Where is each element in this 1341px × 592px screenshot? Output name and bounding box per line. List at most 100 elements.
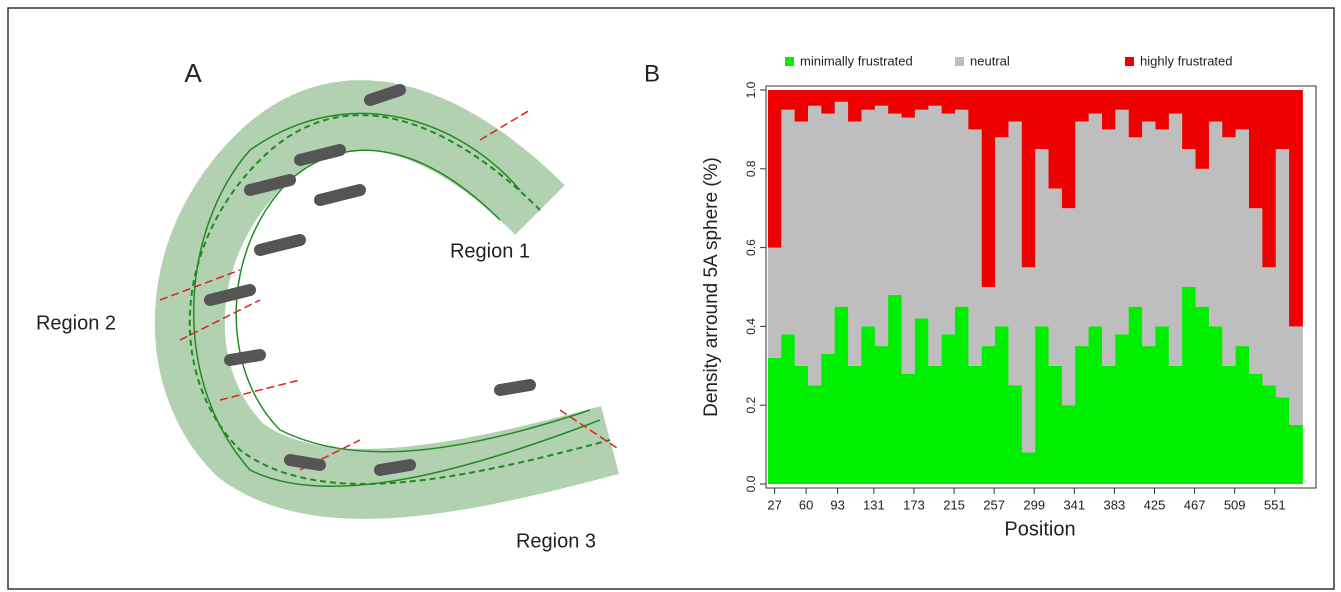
bar-segment [794, 121, 809, 366]
x-axis-label: Position [1004, 518, 1075, 540]
bar-segment [861, 90, 876, 110]
x-tick-label: 257 [983, 497, 1005, 512]
region-label: Region 2 [36, 312, 116, 334]
bar-segment [794, 365, 809, 484]
legend-label: minimally frustrated [800, 53, 913, 68]
x-tick-label: 27 [767, 497, 781, 512]
x-tick-label: 131 [863, 497, 885, 512]
bar-segment [1182, 90, 1196, 150]
protein-structure [154, 80, 621, 519]
y-tick-label: 0.0 [744, 475, 758, 492]
x-tick-label: 341 [1063, 497, 1085, 512]
bar-segment [995, 137, 1009, 327]
bar-segment [1128, 137, 1143, 307]
bar-segment [1035, 90, 1049, 150]
bar-segment [1075, 90, 1090, 122]
bar-segment [1235, 129, 1250, 347]
bar-segment [1275, 90, 1290, 150]
bar-segment [901, 373, 916, 484]
bar-segment [1115, 109, 1130, 335]
bar-segment [781, 334, 796, 484]
bar-segment [1048, 90, 1063, 189]
bar-segment [848, 365, 862, 484]
x-tick-label: 173 [903, 497, 925, 512]
bar-segment [1235, 90, 1250, 130]
panel-label: B [644, 60, 660, 87]
bar-segment [1235, 346, 1250, 484]
bar-segment [1048, 365, 1063, 484]
x-tick-label: 467 [1184, 497, 1206, 512]
y-tick-label: 0.8 [744, 160, 758, 177]
bar-segment [1102, 90, 1116, 130]
bar-segment [1249, 373, 1263, 484]
bar-segment [794, 90, 809, 122]
bar-segment [1262, 90, 1277, 268]
bar-segment [1142, 121, 1156, 347]
bar-segment [1195, 168, 1210, 307]
bar-segment [848, 121, 862, 366]
frame [7, 7, 1335, 590]
bar-segment [1275, 149, 1290, 398]
bar-segment [1142, 346, 1156, 484]
bar-segment [1128, 306, 1143, 484]
bar-segment [781, 90, 796, 110]
bar-segment [821, 353, 836, 484]
bar-segment [1021, 452, 1036, 484]
bar-segment [808, 385, 822, 484]
bar-segment [808, 105, 822, 386]
bar-segment [1222, 137, 1237, 366]
bar-segment [767, 247, 782, 358]
bar-segment [981, 90, 996, 287]
bar-segment [848, 90, 862, 122]
bar-segment [1008, 385, 1023, 484]
bar-segment [1075, 346, 1090, 484]
bar-segment [1035, 149, 1049, 327]
bar-segment [1275, 397, 1290, 484]
bar-segment [968, 129, 983, 366]
bar-segment [941, 334, 956, 484]
legend-label: highly frustrated [1140, 53, 1233, 68]
bar-segment [1061, 405, 1076, 484]
bar-segment [821, 113, 836, 354]
bar-segment [1102, 129, 1116, 366]
bar-segment [781, 109, 796, 335]
bar-segment [1021, 267, 1036, 453]
y-tick-label: 0.2 [744, 397, 758, 414]
bar-segment [1102, 365, 1116, 484]
x-tick-label: 60 [799, 497, 813, 512]
bar-segment [914, 109, 929, 319]
bar-segment [981, 346, 996, 484]
bar-segment [1061, 208, 1076, 406]
bar-segment [821, 90, 836, 114]
bar-segment [1128, 90, 1143, 138]
region-label: Region 3 [516, 530, 596, 552]
bar-segment [901, 117, 916, 374]
bar-segment [1208, 90, 1223, 122]
bar-segment [1008, 90, 1023, 122]
bar-segment [914, 90, 929, 110]
x-tick-label: 93 [830, 497, 844, 512]
x-tick-label: 425 [1144, 497, 1166, 512]
bar-segment [941, 90, 956, 114]
x-tick-label: 383 [1104, 497, 1126, 512]
bar-segment [874, 105, 889, 347]
bar-segment [1155, 129, 1170, 327]
bar-segment [914, 318, 929, 484]
plot-frame [765, 85, 1317, 489]
bar-segment [1289, 326, 1303, 425]
bar-segment [808, 90, 822, 106]
bar-segment [1195, 90, 1210, 169]
x-tick-label: 299 [1023, 497, 1045, 512]
y-tick-label: 0.6 [744, 239, 758, 256]
bar-segment [968, 90, 983, 130]
bar-segment [1115, 334, 1130, 484]
y-axis-label: Density arround 5A sphere (%) [701, 157, 722, 417]
bar-segment [928, 365, 943, 484]
bar-segment [1142, 90, 1156, 122]
legend-swatch [1125, 57, 1134, 66]
bar-segment [834, 90, 849, 102]
bar-segment [1182, 287, 1196, 484]
bar-segment [1249, 90, 1263, 209]
bar-segment [928, 90, 943, 106]
